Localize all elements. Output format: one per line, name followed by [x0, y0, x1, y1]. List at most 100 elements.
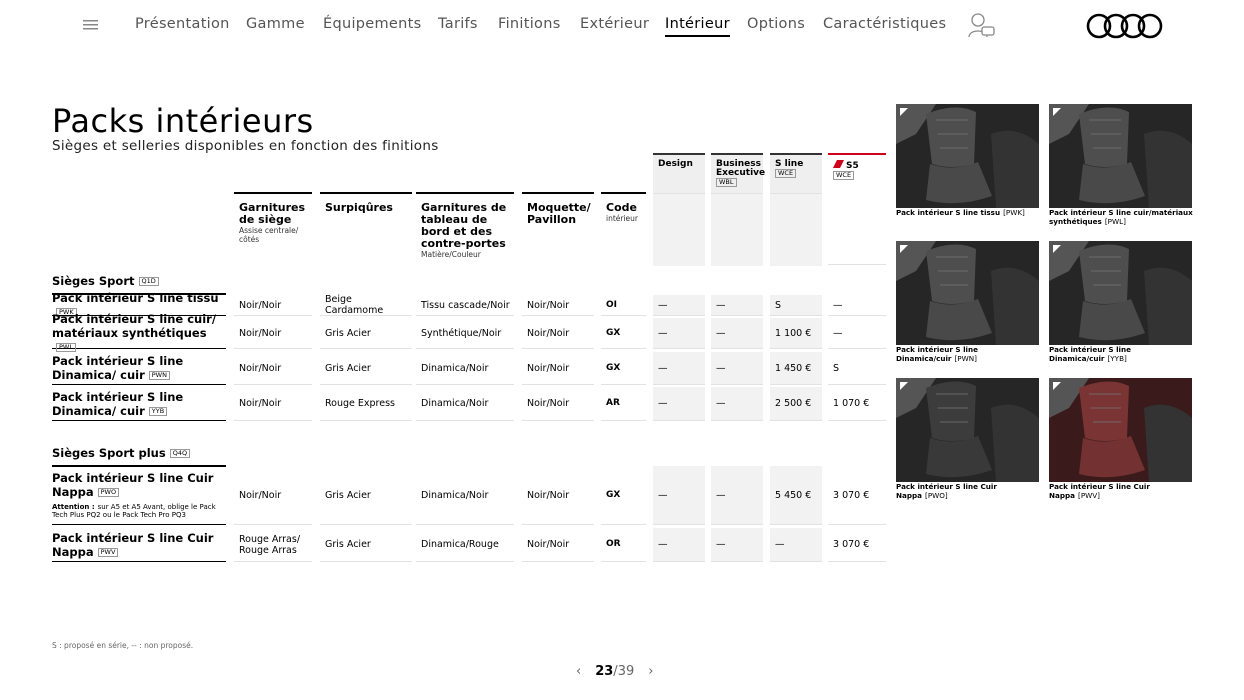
rs-mark [833, 160, 844, 168]
row-code: PWK [56, 308, 77, 317]
row-title: Pack intérieur S line Cuir Nappa PWV [52, 531, 226, 559]
row-title: Pack intérieur S line Cuir Nappa PWO [52, 471, 226, 499]
table-cell: — [653, 352, 705, 385]
table-cell: 3 070 € [828, 466, 886, 525]
table-cell: Dinamica/Noir [416, 466, 514, 525]
column-header: Moquette/ Pavillon [522, 192, 594, 264]
table-cell: OR [601, 528, 646, 562]
footnote: S : proposé en série, -- : non proposé. [52, 641, 194, 650]
trim-code: WBL [716, 178, 737, 187]
photo-caption: Pack intérieur S line tissu [PWK] [896, 208, 1041, 218]
seat-photo [896, 241, 1039, 345]
caption-code: [PWN] [954, 353, 977, 363]
group-code: Q1D [138, 277, 159, 286]
table-cell: Noir/Noir [522, 318, 594, 349]
seat-photo [896, 104, 1039, 208]
table-cell: Dinamica/Noir [416, 352, 514, 385]
row-name: Pack intérieur S line Cuir Nappa [52, 471, 214, 499]
next-page[interactable]: › [648, 664, 654, 679]
group-name: Sièges Sport plus [52, 446, 166, 460]
table-cell: — [711, 387, 763, 421]
note-text: sur A5 et A5 Avant, oblige le Pack Tech … [52, 503, 216, 519]
nav-item[interactable]: Finitions [498, 16, 561, 32]
column-sub: Assise centrale/ côtés [239, 226, 299, 244]
nav-item[interactable]: Présentation [135, 16, 230, 32]
page-title: Packs intérieurs [52, 102, 314, 140]
nav-item[interactable]: Équipements [323, 16, 422, 32]
table-cell: 1 450 € [770, 352, 822, 385]
row-code: PWN [148, 371, 170, 380]
header-rule [828, 264, 886, 265]
row-title: Pack intérieur S line Dinamica/ cuir PWN [52, 354, 226, 382]
header-rule [653, 193, 705, 266]
total-pages: 39 [617, 664, 635, 679]
column-header: Surpiqûres [320, 192, 412, 264]
nav-item[interactable]: Caractéristiques [823, 16, 947, 32]
row-label: Pack intérieur S line tissu PWK [52, 291, 226, 317]
table-cell: AR [601, 387, 646, 421]
table-cell: — [653, 295, 705, 316]
column-header: Code intérieur [601, 192, 646, 264]
column-label: Code [606, 201, 637, 214]
prev-page[interactable]: ‹ [576, 664, 582, 679]
table-cell: Noir/Noir [234, 295, 312, 316]
table-cell: Rouge Express [320, 387, 412, 421]
table-cell: Noir/Noir [522, 528, 594, 562]
row-code: PWV [97, 547, 119, 557]
seat-photo [896, 378, 1039, 482]
photo-caption: Pack intérieur S line Dinamica/cuir [PWN] [896, 345, 1041, 363]
nav-item[interactable]: Gamme [246, 16, 305, 32]
photo-caption: Pack intérieur S line Cuir Nappa [PWV] [1049, 482, 1194, 500]
caption-text: Pack intérieur S line tissu [896, 208, 1001, 217]
trim-header: S line WCE [770, 153, 822, 193]
row-label: Pack intérieur S line cuir/ matériaux sy… [52, 312, 226, 352]
row-title: Pack intérieur S line tissu PWK [52, 291, 226, 319]
table-cell: Gris Acier [320, 318, 412, 349]
caption-text: Pack intérieur S line Cuir Nappa [1049, 482, 1150, 500]
assistant-icon[interactable] [966, 11, 996, 39]
trim-header: S5 WCE [828, 153, 886, 193]
table-cell: 2 500 € [770, 387, 822, 421]
table-cell: Noir/Noir [234, 466, 312, 525]
row-name: Pack intérieur S line Dinamica/ cuir [52, 354, 184, 382]
table-cell: — [770, 528, 822, 562]
menu-icon[interactable] [83, 19, 99, 31]
column-sub: intérieur [606, 214, 639, 223]
table-cell: Rouge Arras/ Rouge Arras [234, 528, 312, 562]
row-label: Pack intérieur S line Cuir Nappa PWV [52, 528, 226, 562]
nav-item[interactable]: Options [747, 16, 806, 32]
column-sub: Matière/Couleur [421, 250, 481, 259]
caption-text: Pack intérieur S line Dinamica/cuir [1049, 345, 1132, 363]
trim-label: Business Executive [716, 159, 766, 178]
table-cell: GX [601, 352, 646, 385]
group-label: Sièges Sport Q1D [52, 274, 226, 295]
table-cell: S [770, 295, 822, 316]
header-rule [711, 193, 763, 266]
caption-code: [PWL] [1104, 216, 1126, 226]
current-page: 23 [595, 664, 614, 679]
nav-item[interactable]: Tarifs [438, 16, 478, 32]
row-name: Pack intérieur S line Cuir Nappa [52, 530, 214, 559]
caption-code: [PWV] [1078, 490, 1100, 500]
table-cell: Beige Cardamome [320, 294, 412, 316]
table-cell: — [711, 352, 763, 385]
column-label: Surpiqûres [325, 201, 393, 214]
table-cell: — [653, 387, 705, 421]
row-label: Pack intérieur S line Dinamica/ cuir YYB [52, 387, 226, 421]
nav-item[interactable]: Intérieur [665, 16, 730, 37]
nav-item[interactable]: Extérieur [580, 16, 650, 32]
table-cell: — [828, 295, 886, 316]
group-label: Sièges Sport plus Q4Q [52, 446, 226, 467]
photo-caption: Pack intérieur S line Dinamica/cuir [YYB] [1049, 345, 1194, 363]
caption-code: [YYB] [1107, 353, 1127, 363]
table-cell: Gris Acier [320, 528, 412, 562]
table-cell: S [828, 352, 886, 385]
table-cell: 3 070 € [828, 528, 886, 562]
row-name: Pack intérieur S line tissu [52, 291, 219, 305]
audi-logo[interactable] [1086, 12, 1164, 40]
row-title: Pack intérieur S line cuir/ matériaux sy… [52, 312, 226, 354]
photo-caption: Pack intérieur S line cuir/matériaux syn… [1049, 208, 1194, 226]
trim-header: Design [653, 153, 705, 193]
table-cell: Noir/Noir [522, 352, 594, 385]
